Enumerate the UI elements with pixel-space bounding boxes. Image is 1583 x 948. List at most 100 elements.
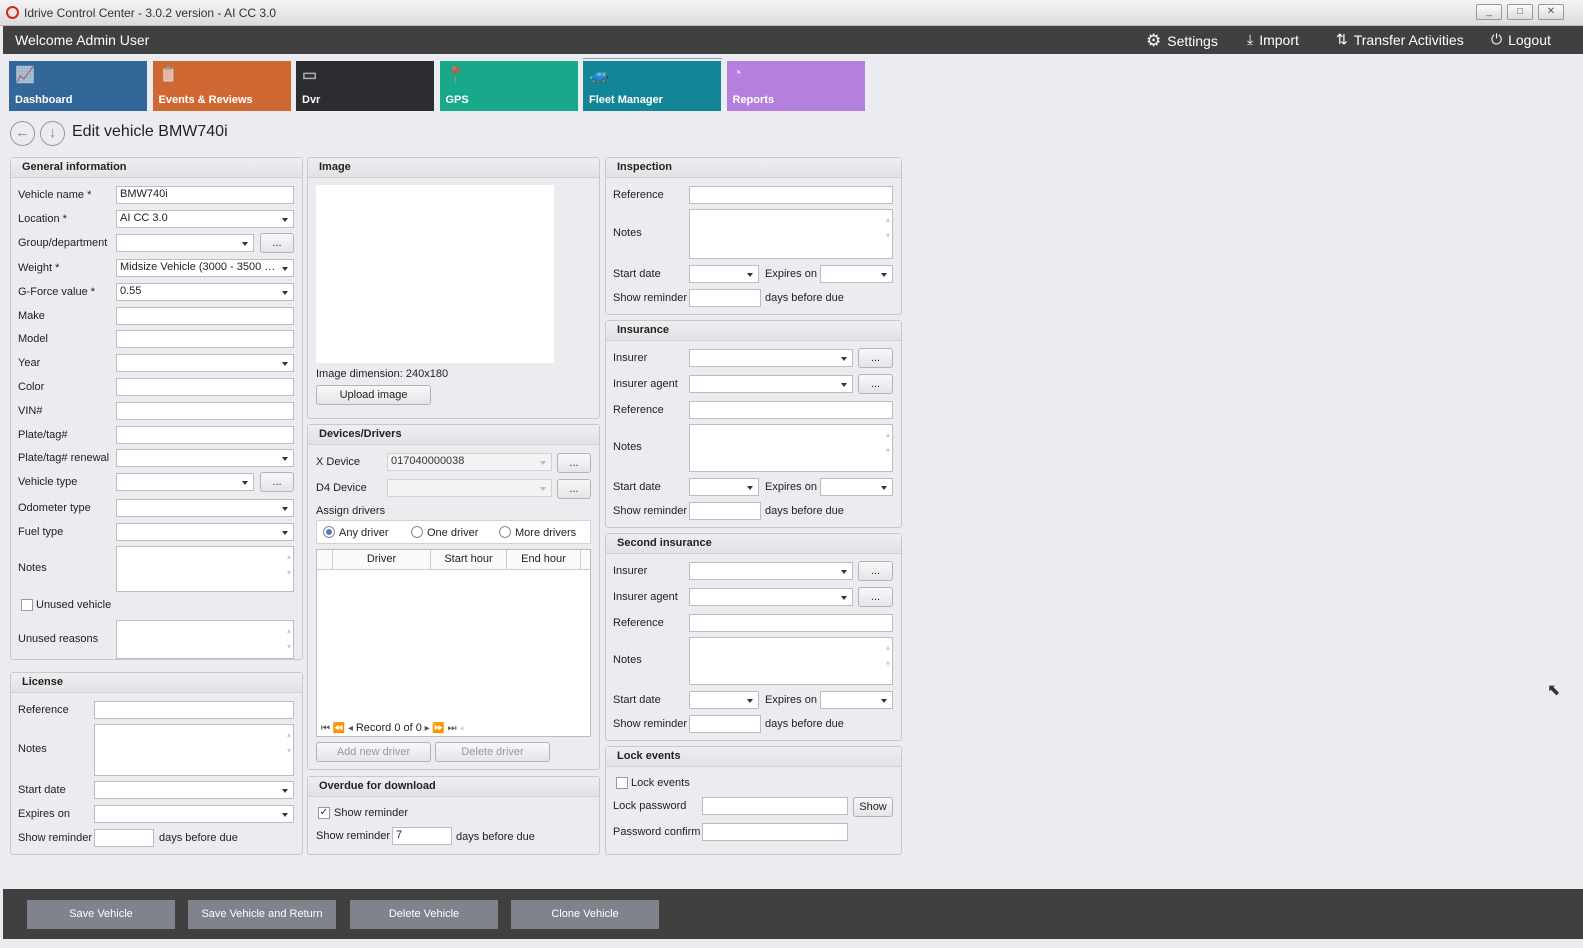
- reminder-days-input[interactable]: [689, 502, 761, 520]
- start-date-select[interactable]: [689, 265, 759, 283]
- days-before-due-label: days before due: [159, 832, 238, 844]
- start-date-select[interactable]: [689, 691, 759, 709]
- location-select[interactable]: AI CC 3.0: [116, 210, 294, 228]
- tile-dashboard[interactable]: 📈 Dashboard: [9, 61, 147, 111]
- reference-input[interactable]: [689, 186, 893, 204]
- settings-button[interactable]: ⚙ Settings: [1146, 31, 1218, 51]
- show-password-button[interactable]: Show: [853, 797, 893, 817]
- tile-dvr[interactable]: ▭ Dvr: [296, 61, 434, 111]
- insurer-select[interactable]: [689, 562, 853, 580]
- unused-vehicle-checkbox[interactable]: [21, 599, 33, 611]
- plate-tag-renewal-select[interactable]: [116, 449, 294, 467]
- x-device-browse-button[interactable]: ...: [557, 453, 591, 473]
- image-dimension: Image dimension: 240x180: [316, 368, 449, 380]
- radio-one-driver[interactable]: One driver: [411, 526, 478, 539]
- minimize-button[interactable]: _: [1476, 4, 1502, 20]
- vehicle-name-input[interactable]: BMW740i: [116, 186, 294, 204]
- logout-button[interactable]: ⏻ Logout: [1491, 31, 1551, 48]
- year-select[interactable]: [116, 354, 294, 372]
- d4-device-browse-button[interactable]: ...: [557, 479, 591, 499]
- color-input[interactable]: [116, 378, 294, 396]
- insurer-agent-browse-button[interactable]: ...: [858, 374, 893, 394]
- start-date-select[interactable]: [94, 781, 294, 799]
- back-button[interactable]: ←: [10, 121, 35, 146]
- save-vehicle-button[interactable]: Save Vehicle: [27, 900, 175, 929]
- notes-textarea[interactable]: [689, 209, 893, 259]
- grid-navigator[interactable]: ⏮ ⏪ ◂ Record 0 of 0 ▸ ⏩ ⏭ ◂: [321, 722, 464, 734]
- vehicle-type-browse-button[interactable]: ...: [260, 472, 294, 492]
- vehicle-type-select[interactable]: [116, 473, 254, 491]
- group-department-browse-button[interactable]: ...: [260, 233, 294, 253]
- weight-select[interactable]: Midsize Vehicle (3000 - 3500 p...: [116, 259, 294, 277]
- expires-on-select[interactable]: [820, 691, 893, 709]
- notes-textarea[interactable]: [94, 724, 294, 776]
- g-force-value-label: G-Force value *: [18, 286, 96, 298]
- show-reminder-checkbox[interactable]: ✓: [318, 807, 330, 819]
- expires-on-select[interactable]: [820, 265, 893, 283]
- import-button[interactable]: ⤓ Import: [1247, 31, 1299, 48]
- notes-textarea[interactable]: [689, 424, 893, 472]
- reference-input[interactable]: [94, 701, 294, 719]
- insurer-browse-button[interactable]: ...: [858, 561, 893, 581]
- column-start-hour[interactable]: Start hour: [431, 550, 507, 570]
- insurer-browse-button[interactable]: ...: [858, 348, 893, 368]
- upload-image-button[interactable]: Upload image: [316, 385, 431, 405]
- password-confirm-input[interactable]: [702, 823, 848, 841]
- lock-password-input[interactable]: [702, 797, 848, 815]
- lock-events-checkbox[interactable]: [616, 777, 628, 789]
- insurer-agent-browse-button[interactable]: ...: [858, 587, 893, 607]
- notes-textarea[interactable]: [116, 546, 294, 592]
- plate-tag-input[interactable]: [116, 426, 294, 444]
- add-new-driver-button[interactable]: Add new driver: [316, 742, 431, 762]
- reference-input[interactable]: [689, 401, 893, 419]
- d4-device-label: D4 Device: [316, 482, 367, 494]
- reference-input[interactable]: [689, 614, 893, 632]
- insurer-agent-select[interactable]: [689, 375, 853, 393]
- tile-gps[interactable]: 📍 GPS: [439, 61, 578, 111]
- insurer-agent-select[interactable]: [689, 588, 853, 606]
- tile-events-reviews[interactable]: 📋 Events & Reviews: [152, 61, 291, 111]
- delete-driver-button[interactable]: Delete driver: [435, 742, 550, 762]
- column-driver[interactable]: Driver: [333, 550, 431, 570]
- reminder-days-input[interactable]: [689, 715, 761, 733]
- maximize-button[interactable]: □: [1507, 4, 1533, 20]
- vin-input[interactable]: [116, 402, 294, 420]
- start-date-select[interactable]: [689, 478, 759, 496]
- tile-label: Dvr: [302, 94, 321, 106]
- tile-reports[interactable]: ◔ Reports: [726, 61, 865, 111]
- model-input[interactable]: [116, 330, 294, 348]
- radio-more-drivers[interactable]: More drivers: [499, 526, 576, 539]
- close-button[interactable]: ✕: [1538, 4, 1564, 20]
- assign-drivers-radio-group: Any driver One driver More drivers: [316, 520, 591, 544]
- insurer-select[interactable]: [689, 349, 853, 367]
- expires-on-select[interactable]: [820, 478, 893, 496]
- d4-device-select[interactable]: [387, 479, 552, 497]
- tile-fleet-manager[interactable]: 🚙 Fleet Manager: [583, 61, 721, 111]
- reminder-days-input[interactable]: [689, 289, 761, 307]
- chart-icon: 📈: [15, 67, 35, 84]
- save-vehicle-and-return-button[interactable]: Save Vehicle and Return: [188, 900, 336, 929]
- group-department-select[interactable]: [116, 234, 254, 252]
- devices-drivers-panel: Devices/Drivers X Device 017040000038 ..…: [307, 424, 600, 770]
- plate-tag-label: Plate/tag#: [18, 429, 68, 441]
- settings-label: Settings: [1167, 33, 1218, 49]
- x-device-select[interactable]: 017040000038: [387, 453, 552, 471]
- radio-any-driver[interactable]: Any driver: [323, 526, 389, 539]
- unused-reasons-textarea[interactable]: [116, 620, 294, 659]
- column-end-hour[interactable]: End hour: [507, 550, 581, 570]
- transfer-activities-button[interactable]: ⇅ Transfer Activities: [1336, 31, 1464, 48]
- location-label: Location *: [18, 213, 67, 225]
- delete-vehicle-button[interactable]: Delete Vehicle: [350, 900, 498, 929]
- reference-label: Reference: [613, 617, 664, 629]
- start-date-label: Start date: [18, 784, 66, 796]
- down-button[interactable]: ↓: [40, 121, 65, 146]
- show-reminder-input[interactable]: [94, 829, 154, 847]
- notes-textarea[interactable]: [689, 637, 893, 685]
- odometer-type-select[interactable]: [116, 499, 294, 517]
- make-input[interactable]: [116, 307, 294, 325]
- clone-vehicle-button[interactable]: Clone Vehicle: [511, 900, 659, 929]
- expires-on-select[interactable]: [94, 805, 294, 823]
- fuel-type-select[interactable]: [116, 523, 294, 541]
- reminder-days-input[interactable]: 7: [392, 827, 452, 845]
- g-force-value-select[interactable]: 0.55: [116, 283, 294, 301]
